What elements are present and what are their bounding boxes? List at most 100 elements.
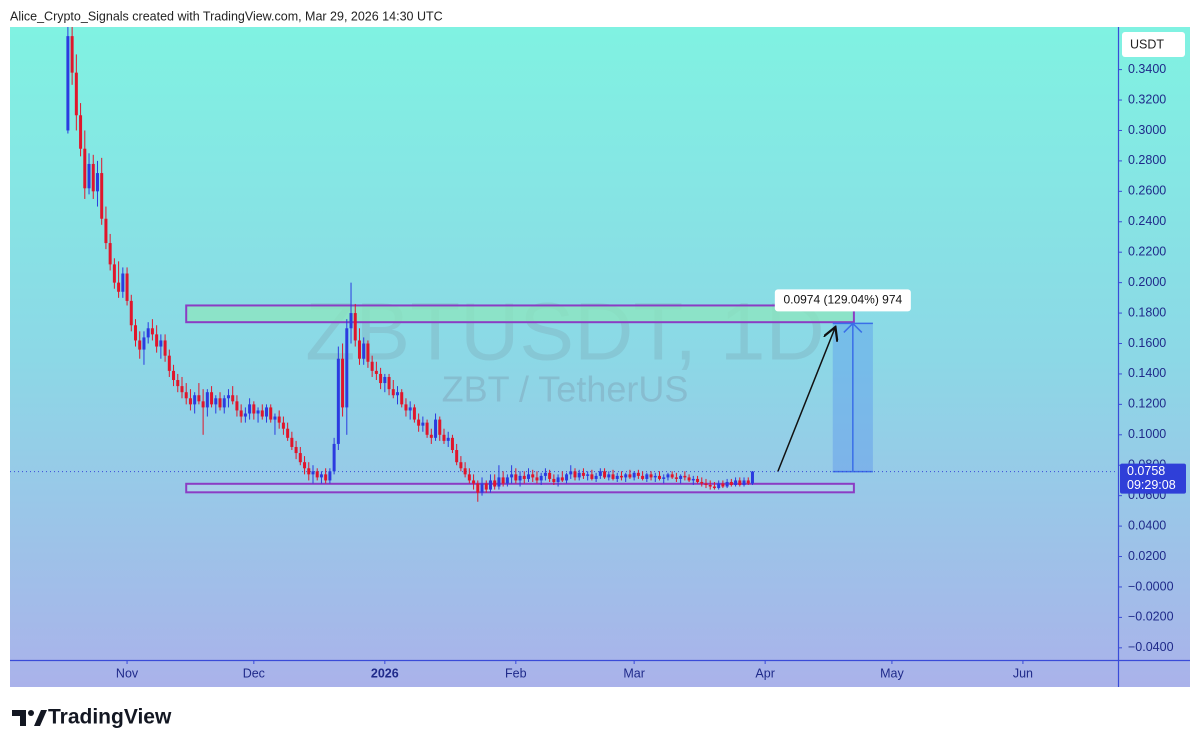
candle-body [150,328,154,335]
x-tick-label: Dec [243,666,265,680]
candle-body [134,325,138,341]
candle-body [104,218,108,244]
candle-body [379,373,383,384]
candle-body [429,434,433,438]
candle-body [438,419,442,435]
candle-body [370,361,374,371]
candle-body [248,404,252,414]
candle-body [548,472,552,479]
candle-body [383,376,387,384]
candle-body [193,395,197,405]
candle-body [653,475,657,478]
candle-body [269,407,273,420]
candle-body [243,413,247,417]
candle-body [159,340,163,347]
candle-body [421,422,425,426]
countdown-label: 09:29:08 [1127,478,1176,492]
candle-body [501,477,505,484]
y-tick-label: 0.2600 [1128,184,1166,198]
candle-body [121,273,125,292]
candle-body [201,401,205,408]
candle-body [505,477,509,484]
y-tick-label: 0.1800 [1128,305,1166,319]
candle-body [455,450,459,463]
x-tick-label: Apr [755,666,774,680]
candle-body [729,481,733,486]
y-tick-label: −0.0200 [1128,610,1174,624]
candle-body [138,340,142,350]
candle-body [742,480,746,486]
x-tick-label: 2026 [371,666,399,680]
candle-body [167,355,171,371]
candle-body [281,422,285,429]
candle-body [303,462,307,469]
candle-body [226,395,230,399]
candle-body [434,419,438,438]
candle-body [277,416,281,423]
candle-body [598,471,602,476]
candle-body [607,474,611,478]
candle-body [712,486,716,489]
candle-body [615,475,619,479]
candle-body [488,480,492,490]
candle-body [662,477,666,479]
candle-body [679,475,683,479]
watermark-subtitle: ZBT / TetherUS [442,369,689,410]
candle-body [708,485,712,487]
y-tick-label: 0.0400 [1128,518,1166,532]
y-tick-label: 0.0200 [1128,549,1166,563]
candle-body [493,480,497,487]
candle-body [222,398,226,408]
candle-body [273,416,277,420]
last-price-label: 0.0758 [1127,464,1165,478]
candle-body [319,474,323,478]
candle-body [560,477,564,481]
candle-body [442,434,446,441]
candle-body [184,392,188,399]
candle-body [691,478,695,481]
candle-body [290,437,294,447]
candle-body [66,36,70,131]
candle-body [472,480,476,484]
candle-body [235,401,239,411]
candle-body [467,474,471,481]
candle-body [391,389,395,396]
candle-body [112,264,116,283]
candle-body [750,471,754,484]
candle-body [129,300,133,326]
candle-body [142,337,146,350]
candle-body [581,472,585,476]
candle-body [341,358,345,408]
candle-body [569,471,573,475]
candle-body [696,478,700,482]
candle-body [260,410,264,417]
candle-body [239,410,243,417]
y-tick-label: −0.0400 [1128,640,1174,654]
currency-box [1122,32,1185,57]
candle-body [683,475,687,478]
candle-body [628,474,632,478]
candle-body [573,471,577,478]
candle-body [95,173,99,192]
candle-body [446,437,450,441]
candle-body [328,471,332,481]
x-tick-label: Mar [623,666,645,680]
x-tick-label: Jun [1013,666,1033,680]
candle-body [527,474,531,479]
candle-body [594,475,598,479]
candle-body [514,474,518,481]
candle-body [256,410,260,414]
candle-body [163,340,167,356]
candle-body [353,313,357,341]
candle-body [603,471,607,478]
candle-body [218,398,222,408]
candle-body [125,273,129,301]
candle-body [704,483,708,486]
candle-body [332,443,336,472]
candle-body [108,243,112,265]
candle-body [666,474,670,478]
candle-body [210,392,214,405]
candle-body [552,478,556,482]
candle-body [172,370,176,381]
